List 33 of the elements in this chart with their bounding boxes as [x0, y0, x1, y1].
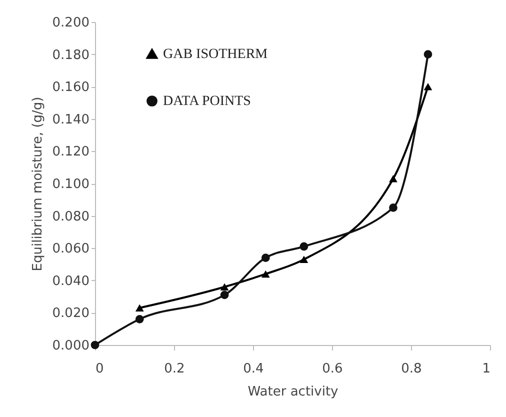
y-tick-label: 0.200 — [52, 16, 90, 30]
x-tick-label: 0 — [96, 362, 104, 376]
point — [424, 82, 432, 90]
point — [261, 270, 270, 278]
y-tick-label: 0.100 — [52, 177, 90, 192]
y-tick-label: 0.040 — [52, 274, 90, 289]
y-tick-label: 0.180 — [52, 48, 90, 63]
point — [300, 256, 308, 264]
y-tick-label: 0.060 — [52, 242, 90, 257]
point — [261, 254, 270, 262]
x-tick-label: 0.2 — [164, 362, 185, 376]
y-tick-label: 0.120 — [52, 144, 90, 160]
point — [300, 242, 308, 251]
point — [424, 50, 432, 58]
x-axis-title: Water activity — [248, 384, 339, 400]
point — [389, 175, 398, 182]
legend-label: GAB ISOTHERM — [163, 47, 268, 62]
point — [135, 314, 144, 324]
point — [220, 283, 229, 290]
y-tick-label: 0.000 — [52, 338, 90, 354]
y-axis-title: Equilibrium moisture, (g/g) — [30, 96, 46, 272]
point — [389, 204, 398, 212]
legend-label: DATA POINTS — [163, 94, 251, 109]
y-tick-label: 0.020 — [52, 306, 90, 322]
x-tick-label: 0.4 — [243, 362, 264, 376]
point — [220, 290, 229, 300]
x-tick-label: 1 — [482, 362, 490, 376]
y-tick-label: 0.140 — [52, 112, 90, 128]
y-tick-label: 0.160 — [52, 80, 90, 96]
x-tick-label: 0.6 — [322, 362, 343, 376]
point — [135, 304, 144, 312]
y-tick-label: 0.080 — [52, 209, 90, 224]
x-tick-label: 0.8 — [401, 362, 422, 376]
